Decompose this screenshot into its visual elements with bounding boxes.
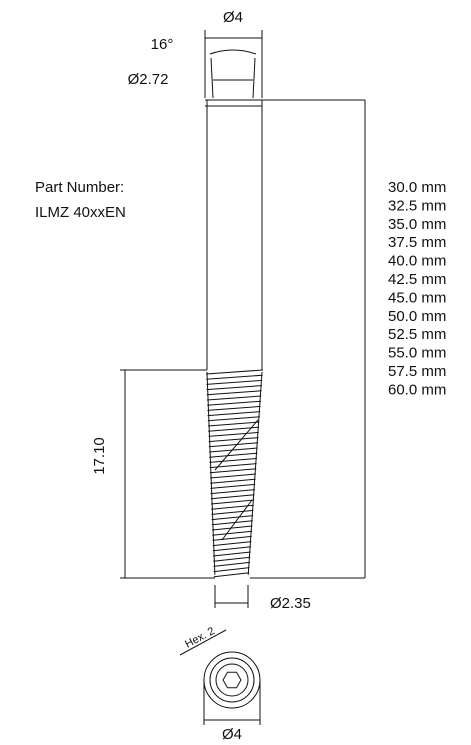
length: 55.0 mm [388, 345, 446, 362]
thread-edge [247, 371, 263, 575]
hex-size: Hex. 2 [183, 625, 217, 651]
thread [211, 509, 254, 515]
thread [206, 374, 263, 380]
head-diameter: Ø4 [223, 9, 243, 26]
length: 50.0 mm [388, 308, 446, 325]
thread [206, 390, 262, 396]
thread [207, 411, 261, 417]
thread [213, 561, 250, 567]
ext-line [210, 57, 214, 99]
thread [209, 468, 257, 474]
thread [207, 416, 260, 422]
thread [209, 473, 256, 479]
threads [205, 369, 264, 578]
thread [211, 504, 254, 510]
angle-arc [209, 49, 257, 55]
thread [207, 405, 261, 411]
end-view [203, 651, 261, 709]
hex-socket [222, 671, 242, 689]
tip-diameter: Ø2.35 [270, 595, 311, 612]
thread [211, 499, 255, 505]
flute [214, 419, 259, 541]
length: 52.5 mm [388, 326, 446, 343]
angle: 16° [151, 36, 174, 53]
thread [208, 431, 259, 437]
thread [213, 551, 251, 557]
end-view [209, 657, 255, 703]
length: 42.5 mm [388, 271, 446, 288]
thread [208, 447, 258, 453]
thread [207, 421, 260, 427]
length: 30.0 mm [388, 179, 446, 196]
length: 45.0 mm [388, 289, 446, 306]
thread [205, 369, 264, 375]
thread [209, 452, 258, 458]
thread [210, 489, 255, 495]
inner-diameter: Ø2.72 [128, 71, 169, 88]
thread [212, 541, 252, 547]
thread [206, 385, 262, 391]
thread [209, 463, 257, 469]
bottom-diameter: Ø4 [222, 726, 242, 743]
thread [213, 572, 250, 578]
thread [213, 567, 250, 573]
thread [212, 530, 253, 536]
end-view [215, 663, 249, 697]
thread [207, 400, 261, 406]
ext-line [252, 57, 256, 99]
thread [211, 520, 253, 526]
thread [213, 556, 251, 562]
thread [210, 494, 255, 500]
thread [210, 478, 256, 484]
thread [212, 546, 252, 552]
thread-edge [206, 371, 216, 575]
length: 37.5 mm [388, 234, 446, 251]
length: 35.0 mm [388, 216, 446, 233]
thread [206, 379, 263, 385]
length: 40.0 mm [388, 253, 446, 270]
thread-length: 17.10 [91, 437, 108, 475]
length: 60.0 mm [388, 381, 446, 398]
part-number: ILMZ 40xxEN [35, 204, 126, 221]
dim-line [179, 629, 227, 656]
thread [210, 483, 256, 489]
length: 32.5 mm [388, 197, 446, 214]
thread [208, 442, 259, 448]
part-label: Part Number: [35, 179, 124, 196]
length: 57.5 mm [388, 363, 446, 380]
thread [212, 535, 252, 541]
thread [208, 437, 259, 443]
thread [206, 395, 262, 401]
thread [212, 525, 253, 531]
thread [209, 457, 258, 463]
thread [211, 515, 254, 521]
